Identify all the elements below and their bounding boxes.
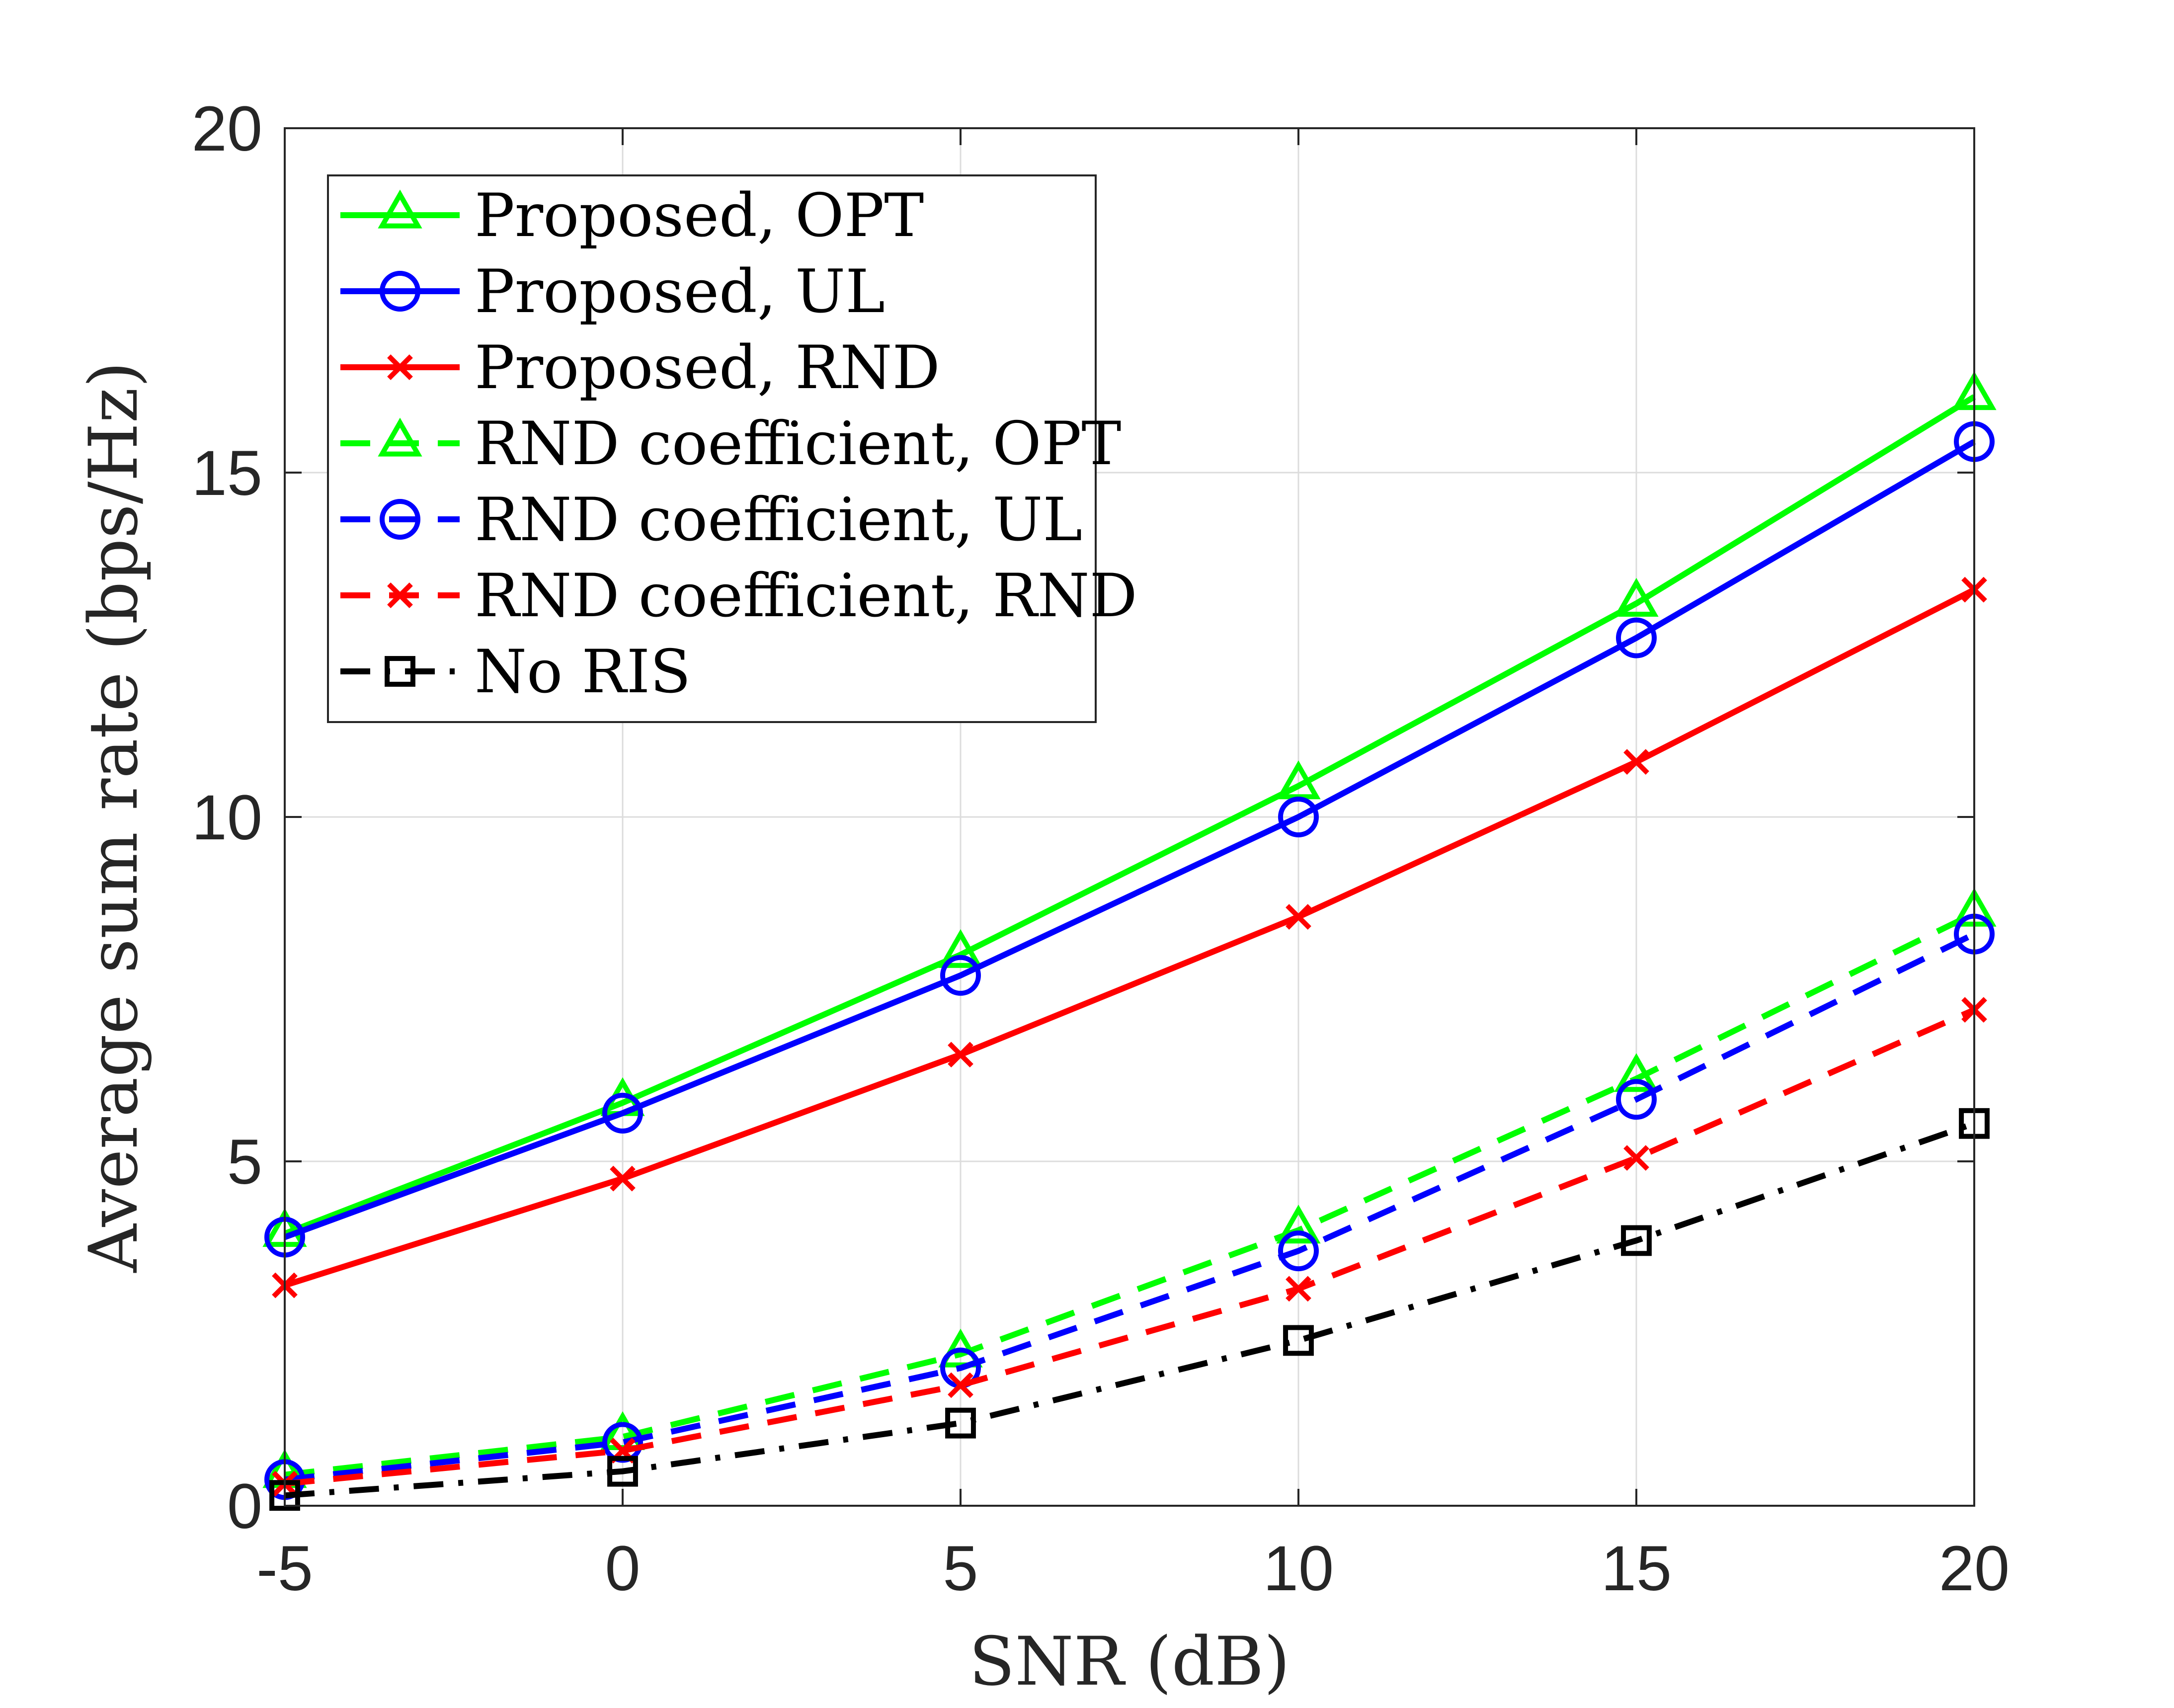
square-marker xyxy=(607,1456,638,1487)
legend-label: Proposed, OPT xyxy=(475,181,924,250)
circle-marker xyxy=(602,1092,643,1134)
legend-label: RND coefficient, UL xyxy=(475,486,1082,555)
x-marker xyxy=(387,354,413,380)
y-tick-label: 20 xyxy=(192,93,262,164)
legend-label: RND coefficient, RND xyxy=(475,562,1137,631)
triangle-marker xyxy=(1276,1205,1321,1244)
circle-marker xyxy=(1616,617,1657,658)
circle-marker xyxy=(1616,1079,1657,1120)
series-line xyxy=(284,931,1976,1483)
triangle-marker xyxy=(1614,577,1659,617)
y-tick-label: 15 xyxy=(192,438,262,509)
legend-label: Proposed, UL xyxy=(475,257,885,326)
legend-item: No RIS xyxy=(340,638,691,707)
y-tick-label: 0 xyxy=(227,1471,262,1542)
x-marker xyxy=(948,1372,973,1398)
triangle-marker xyxy=(378,189,422,229)
series-line xyxy=(283,394,1976,1237)
series-line xyxy=(284,910,1976,1478)
x-marker xyxy=(948,1042,973,1068)
circle-marker xyxy=(1278,797,1319,837)
series-line xyxy=(284,1121,1975,1499)
x-marker-stroke xyxy=(948,1042,973,1068)
circle-marker xyxy=(1278,1230,1319,1272)
circle-marker xyxy=(380,499,420,540)
legend-label: RND coefficient, OPT xyxy=(475,409,1121,479)
x-tick-label: 0 xyxy=(605,1533,640,1604)
x-axis-title: SNR (dB) xyxy=(969,1623,1290,1701)
x-marker-stroke xyxy=(1623,749,1649,775)
x-marker xyxy=(1623,1145,1649,1171)
y-tick-label: 10 xyxy=(192,782,262,853)
x-marker xyxy=(610,1165,636,1192)
legend-label: No RIS xyxy=(475,638,691,707)
legend-item: Proposed, UL xyxy=(340,257,885,326)
legend-item: Proposed, OPT xyxy=(340,181,924,250)
x-marker-stroke xyxy=(610,1165,636,1192)
triangle-marker xyxy=(1614,1053,1659,1092)
y-axis-title: Average sum rate (bps/Hz) xyxy=(75,361,153,1273)
x-tick-label: 5 xyxy=(943,1533,978,1604)
x-marker-stroke xyxy=(1286,1276,1311,1302)
legend-item: RND coefficient, RND xyxy=(340,562,1137,631)
y-tick-label: 5 xyxy=(227,1127,262,1198)
legend-label: Proposed, RND xyxy=(475,333,940,403)
x-marker-stroke xyxy=(387,354,413,380)
legend-box xyxy=(327,174,1097,723)
circle-marker xyxy=(940,955,981,996)
square-marker xyxy=(945,1407,976,1439)
series-line xyxy=(283,439,1976,1240)
series-line xyxy=(284,587,1976,1289)
x-marker xyxy=(387,582,413,608)
x-marker xyxy=(1286,1276,1311,1302)
series-group xyxy=(262,371,1997,1511)
triangle-marker xyxy=(378,417,422,457)
square-marker xyxy=(385,656,415,687)
triangle-marker xyxy=(938,929,983,968)
x-marker-stroke xyxy=(1286,904,1311,930)
legend-item: Proposed, RND xyxy=(340,333,940,403)
x-marker xyxy=(1286,904,1311,930)
x-marker-stroke xyxy=(387,582,413,608)
x-marker xyxy=(1623,749,1649,775)
legend-item: RND coefficient, OPT xyxy=(340,409,1121,479)
x-tick-label: 20 xyxy=(1939,1533,2010,1604)
legend-item: RND coefficient, UL xyxy=(340,486,1082,555)
x-tick-label: 10 xyxy=(1263,1533,1334,1604)
x-tick-label: -5 xyxy=(256,1533,313,1604)
square-marker xyxy=(1283,1325,1314,1356)
x-tick-label: 15 xyxy=(1601,1533,1672,1604)
circle-marker xyxy=(380,271,420,312)
x-marker-stroke xyxy=(1623,1145,1649,1171)
square-marker xyxy=(1621,1225,1652,1256)
x-marker-stroke xyxy=(948,1372,973,1398)
